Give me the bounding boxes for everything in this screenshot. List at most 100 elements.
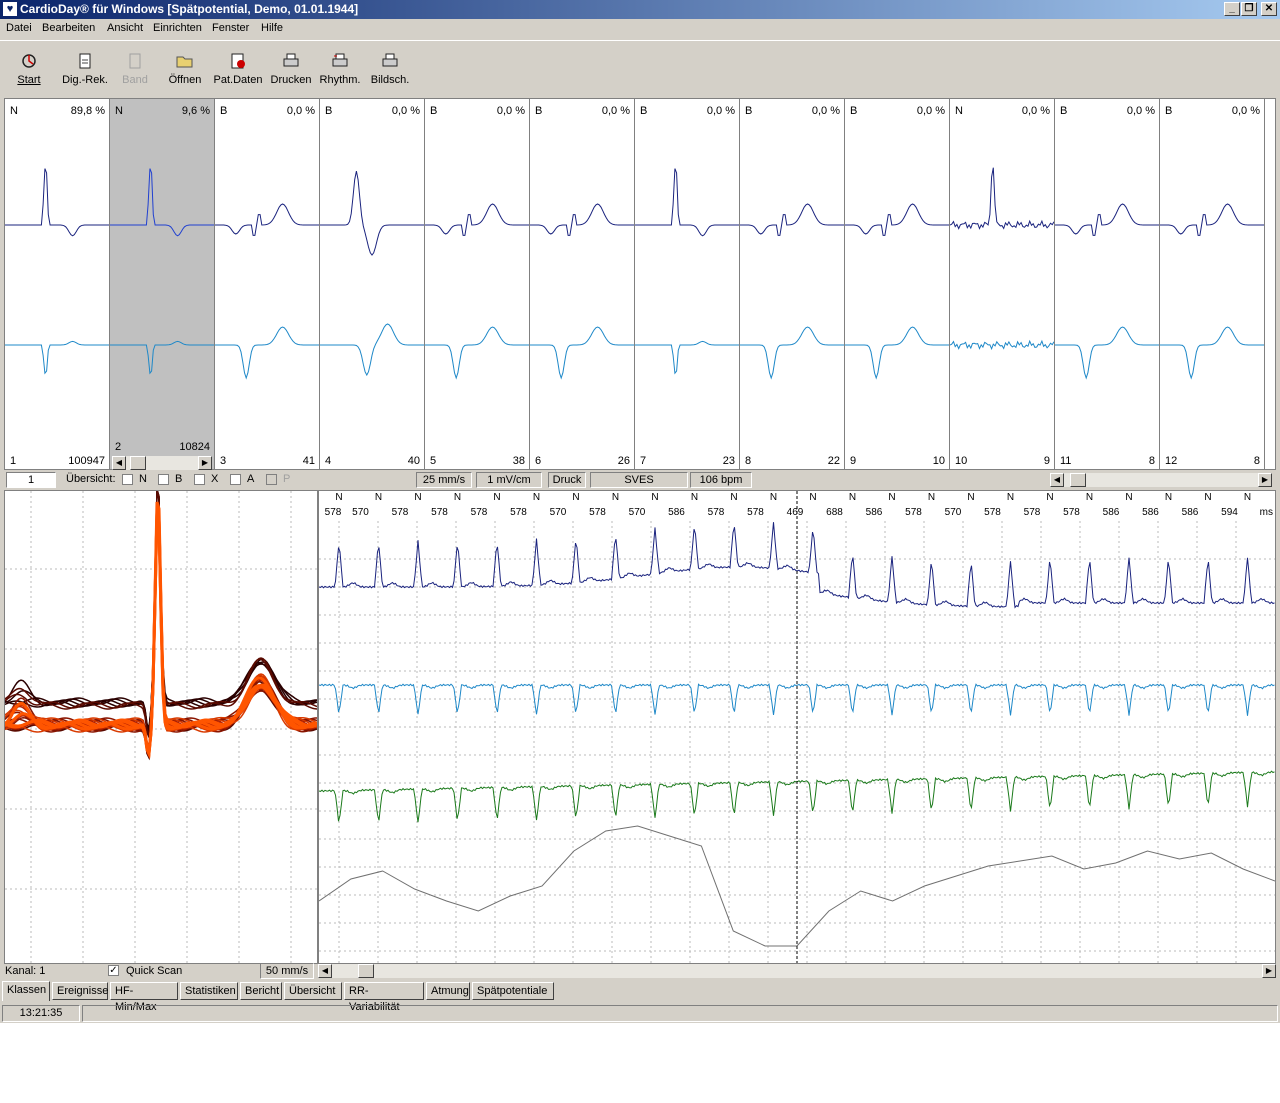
class-scrollbar[interactable]: ◀ ▶ (1050, 473, 1272, 487)
beat-label: N (454, 492, 461, 503)
class-count: 9 (1043, 455, 1050, 467)
strip-scroll-left-icon[interactable]: ◀ (318, 964, 332, 978)
class-index: 1 (10, 455, 17, 467)
beat-class-cell[interactable]: B 0,0 % 3 41 (215, 99, 320, 469)
beat-class-cell[interactable]: B 0,0 % 4 40 (320, 99, 425, 469)
tab-spätpotentiale[interactable]: Spätpotentiale (472, 982, 554, 1000)
class-waveform-channel2 (5, 340, 109, 375)
oeffnen-button[interactable]: Öffnen (165, 50, 205, 92)
menu-hilfe[interactable]: Hilfe (261, 22, 284, 34)
class-label: B (1165, 105, 1173, 117)
tab-hf-min-max[interactable]: HF-Min/Max (110, 982, 178, 1013)
beat-class-cell[interactable]: B 0,0 % 9 10 (845, 99, 950, 469)
beat-class-cell[interactable]: B 0,0 % 6 26 (530, 99, 635, 469)
printer-icon (281, 52, 301, 70)
class-cell-scrollbar[interactable]: ◀ ▶ (112, 456, 212, 470)
drucken-button[interactable]: Drucken (268, 50, 314, 92)
beat-class-cell[interactable]: B 0,0 % 8 22 (740, 99, 845, 469)
tab-klassen[interactable]: Klassen (2, 981, 50, 1001)
filter-n-checkbox[interactable] (122, 474, 133, 485)
start-button[interactable]: Start (10, 50, 48, 92)
beat-class-cell[interactable]: N 9,6 % 2 10824 ◀ ▶ (110, 99, 215, 470)
menu-bearbeiten[interactable]: Bearbeiten (42, 22, 96, 34)
rr-interval-label: 586 (866, 507, 883, 518)
tab-bericht[interactable]: Bericht (240, 982, 282, 1000)
title-bar[interactable]: ♥ CardioDay® für Windows [Spätpotential,… (0, 0, 1280, 19)
application-window: ♥ CardioDay® für Windows [Spätpotential,… (0, 0, 1280, 1023)
close-button[interactable]: ✕ (1261, 2, 1277, 16)
beat-class-panel: N 89,8 % 1 100947 N 9,6 % 2 10824 ◀ ▶ B 0,0 % 3 41 B 0,… (4, 98, 1276, 470)
beat-label: N (414, 492, 421, 503)
band-button[interactable]: Band (118, 50, 152, 92)
band-label: Band (122, 74, 148, 86)
filter-p-checkbox[interactable] (266, 474, 277, 485)
beat-class-cell[interactable]: B 0,0 % 7 23 (635, 99, 740, 469)
tab-ereignisse[interactable]: Ereignisse (52, 982, 108, 1000)
beat-class-cell[interactable]: N 0,0 % 10 9 (950, 99, 1055, 469)
druck-field[interactable]: Druck (548, 472, 586, 488)
overlay-svg (3, 488, 318, 963)
cell-scroll-right-icon[interactable]: ▶ (198, 456, 212, 470)
quick-scan-checkbox[interactable]: ✓ (108, 965, 119, 976)
scroll-right-icon[interactable]: ▶ (1258, 473, 1272, 487)
tab-bar: Klassen Ereignisse HF-Min/Max Statistiken Be… (0, 981, 1280, 1013)
beat-label: N (730, 492, 737, 503)
scroll-thumb[interactable] (1070, 473, 1086, 487)
beat-label: N (335, 492, 342, 503)
beat-class-cell[interactable]: B 0,0 % 12 8 (1160, 99, 1265, 469)
filter-a-checkbox[interactable] (230, 474, 241, 485)
tab-übersicht[interactable]: Übersicht (284, 982, 342, 1000)
beat-class-cell[interactable]: B 0,0 % 11 8 (1055, 99, 1160, 469)
class-percent: 0,0 % (286, 105, 315, 117)
ecg-channel1-trace (318, 522, 1275, 609)
pat-daten-button[interactable]: Pat.Daten (210, 50, 266, 92)
app-icon[interactable]: ♥ (3, 2, 17, 16)
beat-class-cell[interactable]: B 0,0 % 5 38 (425, 99, 530, 469)
restore-button[interactable]: ❐ (1241, 2, 1257, 16)
menu-datei[interactable]: Datei (6, 22, 32, 34)
minimize-button[interactable]: _ (1224, 2, 1240, 16)
beat-label: N (1244, 492, 1251, 503)
oeffnen-label: Öffnen (168, 74, 202, 86)
class-waveform-channel1 (950, 167, 1054, 230)
class-number-field[interactable]: 1 (6, 472, 56, 488)
filter-x-checkbox[interactable] (194, 474, 205, 485)
overlay-speed-field[interactable]: 50 mm/s (260, 963, 314, 979)
class-waveform-channel1 (425, 203, 529, 236)
class-waveform (740, 203, 844, 380)
filter-b-checkbox[interactable] (158, 474, 169, 485)
strip-scrollbar[interactable]: ◀ ▶ (318, 964, 1276, 978)
dig-rek-button[interactable]: Dig.-Rek. (60, 50, 110, 92)
class-percent: 0,0 % (601, 105, 630, 117)
strip-scroll-thumb[interactable] (358, 964, 374, 978)
class-waveform-channel2 (845, 326, 949, 380)
class-waveform (5, 168, 109, 375)
cell-scroll-thumb[interactable] (130, 456, 146, 470)
gain-field[interactable]: 1 mV/cm (476, 472, 542, 488)
speed-field[interactable]: 25 mm/s (416, 472, 472, 488)
rr-unit-label: ms (1260, 507, 1273, 518)
class-waveform-channel2 (740, 326, 844, 380)
tab-atmung[interactable]: Atmung (426, 982, 470, 1000)
menu-fenster[interactable]: Fenster (212, 22, 250, 34)
class-index: 6 (535, 455, 542, 467)
tab-statistiken[interactable]: Statistiken (180, 982, 238, 1000)
class-waveform-channel1 (110, 168, 214, 237)
menu-einrichten[interactable]: Einrichten (153, 22, 202, 34)
rr-interval-label: 688 (826, 507, 843, 518)
class-index: 3 (220, 455, 227, 467)
class-label: B (325, 105, 333, 117)
menu-ansicht[interactable]: Ansicht (107, 22, 144, 34)
class-index: 12 (1165, 455, 1178, 467)
rhythm-button[interactable]: Rhythm. (318, 50, 362, 92)
bildsch-button[interactable]: Bildsch. (368, 50, 412, 92)
document-icon (75, 52, 95, 70)
beat-class-cell[interactable]: N 89,8 % 1 100947 (5, 99, 110, 469)
strip-scroll-right-icon[interactable]: ▶ (1262, 964, 1276, 978)
class-waveform-channel1 (5, 168, 109, 237)
scroll-left-icon[interactable]: ◀ (1050, 473, 1064, 487)
class-percent: 0,0 % (1021, 105, 1050, 117)
cell-scroll-left-icon[interactable]: ◀ (112, 456, 126, 470)
class-count: 22 (827, 455, 840, 467)
tab-rr-variabilität[interactable]: RR-Variabilität (344, 982, 424, 1013)
